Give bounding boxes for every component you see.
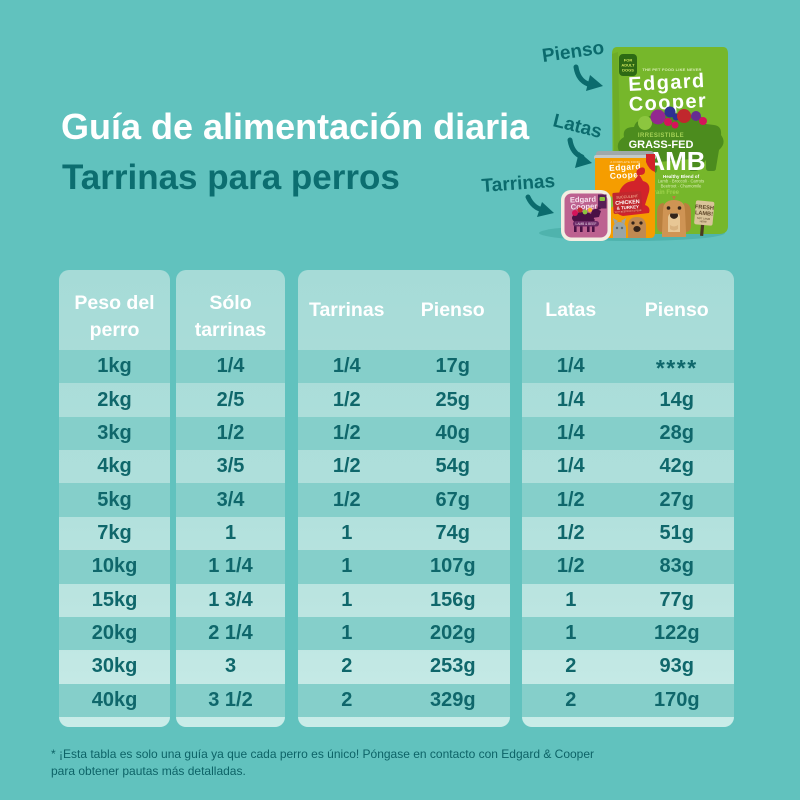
svg-text:ADULT: ADULT: [621, 63, 635, 68]
svg-text:LAMB!: LAMB!: [695, 210, 714, 218]
svg-text:Grain Free: Grain Free: [649, 190, 680, 196]
svg-text:Pienso: Pienso: [541, 37, 606, 66]
svg-text:Cooper: Cooper: [571, 202, 598, 212]
svg-text:GRASS-FED: GRASS-FED: [629, 139, 694, 151]
svg-text:WITH BEETROOT & PEAR: WITH BEETROOT & PEAR: [615, 209, 642, 214]
svg-text:Beetroot · Chamomile: Beetroot · Chamomile: [661, 184, 702, 189]
svg-text:Edgard: Edgard: [628, 70, 706, 96]
svg-text:FRESH: FRESH: [695, 204, 714, 212]
svg-text:Lamb · Broccoli · Carrots: Lamb · Broccoli · Carrots: [658, 179, 705, 184]
svg-text:IRRESISTIBLE: IRRESISTIBLE: [638, 133, 684, 139]
svg-text:Edgard: Edgard: [570, 195, 597, 205]
svg-text:A COMPLETE FOOD: A COMPLETE FOOD: [610, 160, 640, 164]
svg-text:Latas: Latas: [551, 110, 604, 142]
svg-text:& TURKEY: & TURKEY: [616, 204, 639, 211]
svg-text:Edgard: Edgard: [609, 161, 641, 173]
svg-text:Tarrinas: Tarrinas: [481, 171, 556, 197]
svg-text:LAMB & BEEF: LAMB & BEEF: [576, 222, 597, 226]
svg-text:Healthy Blend of: Healthy Blend of: [663, 174, 700, 179]
svg-text:SUCCULENT: SUCCULENT: [616, 194, 639, 200]
svg-text:Cooper: Cooper: [610, 169, 643, 181]
svg-text:NOT LAMB: NOT LAMB: [697, 216, 711, 221]
svg-text:HERE: HERE: [699, 219, 707, 224]
svg-text:DOGS: DOGS: [622, 68, 634, 73]
svg-text:CHICKEN: CHICKEN: [615, 199, 640, 207]
svg-text:THE PET FOOD LIKE NEVER: THE PET FOOD LIKE NEVER: [642, 67, 701, 72]
svg-text:FOR: FOR: [624, 58, 633, 63]
